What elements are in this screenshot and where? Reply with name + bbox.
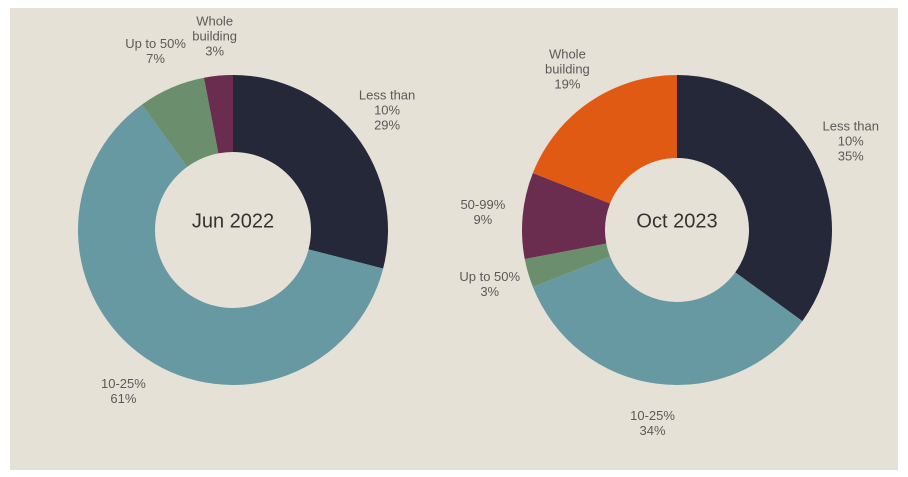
slice-label: Whole building 3% (178, 13, 252, 58)
slice-value: 3% (480, 284, 500, 300)
slice-value: 7% (146, 51, 165, 67)
donut-slice (77, 104, 384, 386)
slice-value: 9% (473, 211, 493, 227)
slice-category: Less than 10% (358, 87, 416, 118)
slice-category: Up to 50% (459, 269, 521, 285)
donut-slice (677, 75, 832, 322)
slice-label: Less than 10% 29% (350, 88, 424, 133)
slice-value: 3% (205, 43, 225, 59)
slice-value: 29% (374, 117, 401, 133)
slice-category: 10-25% (100, 376, 146, 392)
slice-value: 34% (639, 423, 666, 439)
slice-value: 61% (110, 391, 137, 407)
slice-label: 10-25% 61% (86, 376, 160, 406)
slice-label: 10-25% 34% (616, 408, 690, 438)
slice-category: Up to 50% (125, 36, 186, 52)
slice-label: Whole building 19% (530, 46, 604, 91)
donut-slice (233, 75, 389, 269)
donut-slice (532, 256, 803, 385)
slice-category: Whole building (192, 13, 238, 44)
slice-category: 10-25% (630, 408, 675, 424)
chart-title: Jun 2022 (191, 210, 275, 233)
slice-category: Whole building (544, 46, 590, 77)
donut-slice (524, 243, 611, 288)
slice-category: Less than 10% (822, 118, 879, 149)
slice-label: Less than 10% 35% (814, 119, 888, 164)
donut-slice (522, 172, 611, 260)
slice-label: Up to 50% 7% (119, 36, 193, 66)
slice-label: 50-99% 9% (446, 197, 520, 227)
donut-slice (203, 75, 233, 154)
donut-slice (141, 77, 219, 167)
slice-category: 50-99% (460, 196, 506, 212)
chart-title: Oct 2023 (636, 210, 718, 233)
slice-value: 19% (554, 76, 581, 92)
donut-slice (532, 75, 677, 204)
slice-value: 35% (837, 148, 864, 164)
slice-label: Up to 50% 3% (453, 269, 527, 299)
